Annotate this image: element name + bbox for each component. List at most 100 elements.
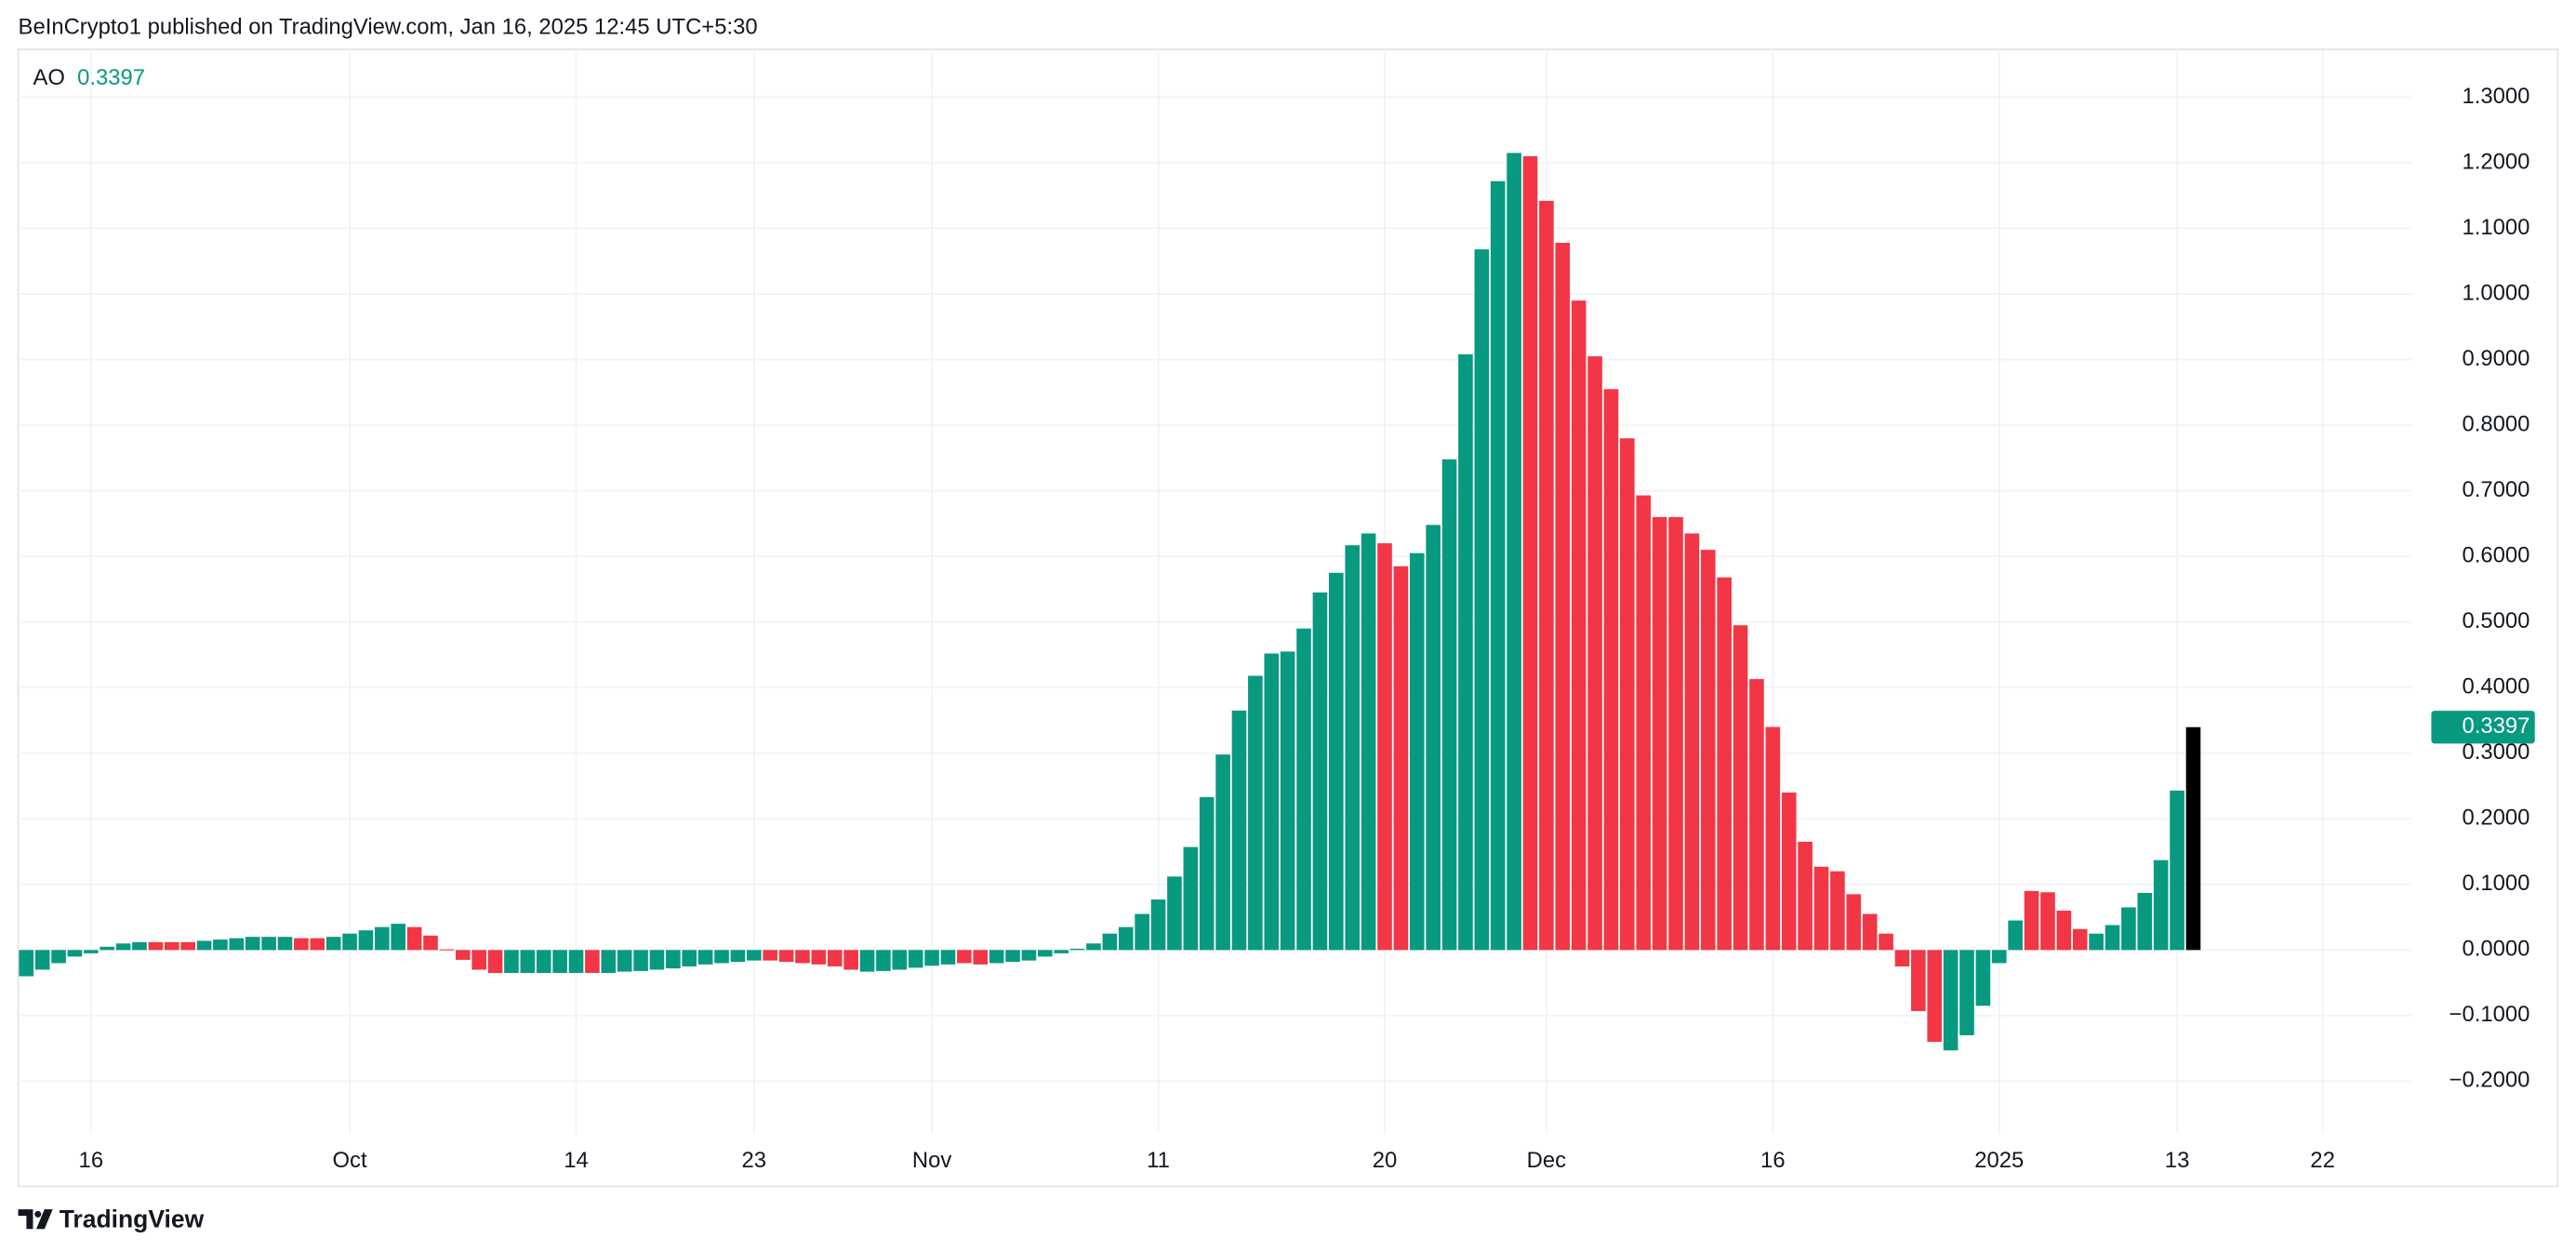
- y-tick-label: 0.1000: [2463, 871, 2530, 896]
- bar: [1991, 950, 2007, 964]
- bar: [1118, 926, 1134, 951]
- bar: [1296, 628, 1311, 951]
- bar: [1102, 933, 1118, 951]
- bar: [2153, 859, 2169, 951]
- bar: [342, 933, 357, 951]
- bar: [2105, 925, 2120, 951]
- bar: [1458, 353, 1473, 951]
- bar: [1911, 950, 1926, 1011]
- bar: [1021, 950, 1037, 961]
- bar: [1167, 876, 1182, 951]
- last-value-badge: [2431, 711, 2535, 744]
- y-tick-label: 1.0000: [2463, 280, 2530, 305]
- bar: [375, 926, 390, 951]
- bar: [649, 950, 665, 970]
- bar: [196, 940, 212, 951]
- bar: [730, 950, 746, 963]
- x-tick-label: 11: [1147, 1148, 1170, 1173]
- bar: [1522, 155, 1538, 951]
- bar: [2008, 920, 2023, 951]
- bar: [843, 950, 858, 970]
- bar: [1700, 550, 1716, 951]
- labels: −0.2000−0.10000.00000.10000.20000.30000.…: [79, 84, 2535, 1173]
- y-tick-label: 0.8000: [2463, 411, 2530, 436]
- bar: [714, 950, 729, 964]
- bar: [1555, 243, 1571, 951]
- bar: [1830, 871, 1845, 951]
- bar: [1345, 545, 1361, 951]
- footer-logo: [18, 1209, 53, 1230]
- bar: [100, 946, 115, 951]
- bar: [423, 935, 438, 951]
- bar: [1183, 846, 1199, 951]
- bar: [148, 941, 164, 951]
- bar: [1781, 792, 1797, 951]
- bar: [439, 949, 455, 951]
- bar: [471, 950, 486, 970]
- y-tick-label: 1.3000: [2463, 84, 2530, 109]
- bar: [1798, 841, 1812, 951]
- y-tick-label: −0.1000: [2450, 1002, 2530, 1027]
- bar: [2137, 892, 2153, 951]
- bar: [520, 950, 536, 974]
- bar: [261, 937, 276, 951]
- bar: [1231, 710, 1247, 951]
- x-tick-label: 2025: [1974, 1148, 2024, 1173]
- bar: [164, 941, 179, 951]
- x-tick-label: 20: [1373, 1148, 1398, 1173]
- bar: [827, 950, 843, 966]
- bar: [1765, 726, 1781, 951]
- bar: [536, 950, 551, 974]
- bar: [277, 937, 293, 951]
- bar: [2170, 790, 2184, 951]
- bar: [957, 950, 972, 964]
- bar: [1490, 180, 1506, 951]
- bar: [406, 926, 422, 951]
- bar: [213, 939, 228, 951]
- bar: [1215, 754, 1230, 951]
- bar: [697, 950, 713, 965]
- y-tick-label: 0.9000: [2463, 346, 2530, 371]
- bar: [19, 950, 34, 977]
- bar: [1943, 950, 1959, 1051]
- bar: [132, 941, 147, 951]
- bar: [1959, 950, 1974, 1036]
- bar: [1329, 572, 1344, 951]
- y-tick-label: 0.7000: [2463, 477, 2530, 502]
- bar: [1603, 389, 1619, 951]
- y-tick-label: −0.2000: [2450, 1068, 2530, 1093]
- bar: [1749, 679, 1764, 951]
- bar: [1539, 200, 1554, 951]
- footer: TradingView: [60, 1205, 205, 1232]
- bar: [84, 950, 99, 953]
- bar: [585, 950, 600, 974]
- bar: [358, 930, 374, 951]
- bar: [1135, 913, 1149, 951]
- bar: [746, 950, 762, 961]
- bar: [973, 950, 989, 965]
- y-tick-label: 0.5000: [2463, 608, 2530, 633]
- bar: [67, 950, 83, 957]
- bar: [1426, 525, 1441, 951]
- y-tick-label: 0.0000: [2463, 937, 2530, 962]
- x-tick-label: Dec: [1527, 1148, 1566, 1173]
- bar: [1813, 866, 1829, 951]
- x-tick-label: 16: [1760, 1148, 1786, 1173]
- x-tick-label: 16: [79, 1148, 104, 1173]
- y-tick-label: 0.6000: [2463, 542, 2530, 567]
- y-tick-label: 0.4000: [2463, 674, 2530, 699]
- bar: [51, 950, 66, 964]
- bar: [1312, 592, 1328, 951]
- bar: [633, 950, 648, 971]
- bar: [1054, 950, 1069, 953]
- bar: [876, 950, 891, 971]
- bar: [1975, 950, 1991, 1006]
- bar: [455, 950, 471, 960]
- bar: [1507, 153, 1521, 951]
- bar: [2056, 911, 2072, 951]
- header: BeInCrypto1 published on TradingView.com…: [19, 14, 758, 39]
- bar: [1587, 356, 1602, 951]
- bar: [180, 941, 195, 951]
- bar: [1636, 495, 1652, 951]
